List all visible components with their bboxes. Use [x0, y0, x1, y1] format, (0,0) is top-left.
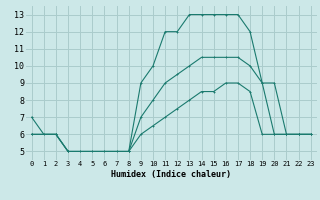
X-axis label: Humidex (Indice chaleur): Humidex (Indice chaleur) — [111, 170, 231, 179]
